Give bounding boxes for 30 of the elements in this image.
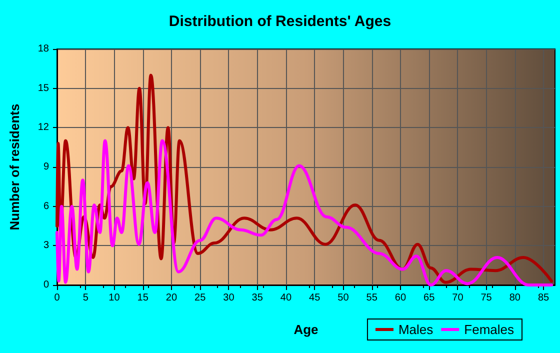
y-tick-label: 12 [38, 122, 50, 134]
x-tick-label: 60 [394, 292, 406, 304]
x-tick-label: 50 [338, 292, 350, 304]
y-tick-label: 6 [43, 200, 50, 212]
x-tick-label: 65 [424, 292, 436, 304]
x-tick-label: 15 [137, 292, 149, 304]
x-tick-label: 55 [366, 292, 378, 304]
y-tick-label: 15 [38, 82, 50, 94]
x-tick-label: 45 [309, 292, 321, 304]
x-tick-label: 75 [480, 292, 492, 304]
x-tick-label: 20 [166, 292, 178, 304]
x-tick-label: 70 [452, 292, 464, 304]
x-axis-title: Age [294, 322, 318, 337]
x-tick-label: 5 [82, 292, 89, 304]
y-tick-label: 3 [43, 240, 50, 252]
y-tick-label: 9 [43, 162, 50, 172]
chart-title: Distribution of Residents' Ages [168, 13, 392, 30]
y-tick-label: 18 [38, 44, 50, 54]
x-tick-label: 10 [108, 292, 120, 304]
x-tick-label: 0 [54, 292, 60, 304]
y-tick-label: 0 [43, 280, 50, 290]
legend-label: Males [398, 322, 434, 337]
x-tick-label: 40 [280, 292, 292, 304]
x-tick-label: 35 [252, 292, 264, 304]
x-tick-label: 80 [509, 292, 521, 304]
x-tick-label: 85 [538, 292, 550, 304]
legend-label: Females [464, 322, 514, 337]
x-tick-label: 25 [194, 292, 206, 304]
y-axis-title: Number of residents [7, 104, 22, 230]
x-tick-label: 30 [223, 292, 235, 304]
